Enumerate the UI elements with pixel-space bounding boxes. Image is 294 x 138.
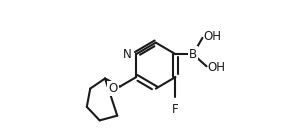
- Text: F: F: [172, 104, 179, 116]
- Text: O: O: [109, 82, 118, 95]
- Text: N: N: [123, 48, 131, 61]
- Text: N: N: [123, 48, 131, 61]
- Text: B: B: [189, 48, 197, 61]
- Text: F: F: [172, 104, 179, 116]
- Text: OH: OH: [208, 61, 226, 74]
- Text: B: B: [189, 48, 197, 61]
- Text: O: O: [109, 82, 118, 95]
- Text: OH: OH: [204, 30, 222, 43]
